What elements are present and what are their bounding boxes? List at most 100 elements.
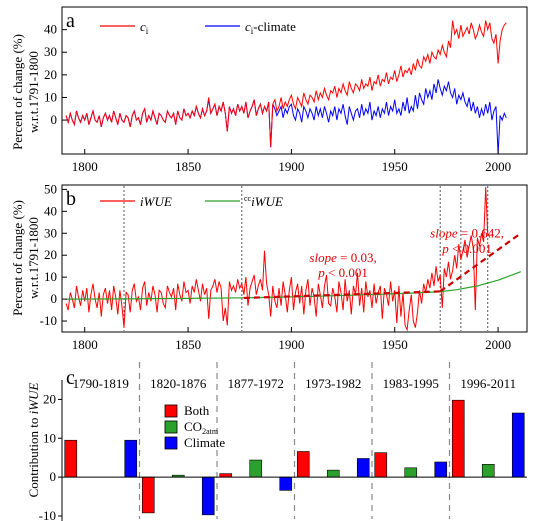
p-value-label: p < 0.001 <box>317 265 368 280</box>
y-tick-label: 30 <box>44 225 57 240</box>
panel-a: a Percent of change (%) w.r.t.1791-1800 … <box>10 6 528 174</box>
y-tick-label: 0 <box>51 291 58 306</box>
period-dividers <box>138 362 451 519</box>
x-tick-label: 1900 <box>278 159 304 174</box>
legend-label-climate: Climate <box>184 435 225 450</box>
y-axis-label-line2: w.r.t.1791-1800 <box>26 51 41 133</box>
x-tick-label: 2000 <box>485 337 511 352</box>
panel-b: b Percent of change (%) w.r.t.1791-1800 … <box>10 181 528 352</box>
series-line-iwue <box>65 187 491 332</box>
panel-label: b <box>66 188 76 210</box>
bar <box>201 476 215 516</box>
period-labels: 1790-1819 1820-1876 1877-1972 1973-1982 1983… <box>73 376 517 391</box>
period-label: 1877-1972 <box>228 376 284 391</box>
legend: iWUE cciWUE <box>100 194 283 209</box>
y-ticks: 0 10 20 30 40 <box>44 22 67 127</box>
legend-swatch-both <box>164 404 178 418</box>
breakpoint-lines <box>123 186 489 331</box>
legend-swatch-climate <box>164 436 178 450</box>
slope-label: slope = 0.642, <box>430 226 504 241</box>
x-tick-label: 1950 <box>382 159 408 174</box>
legend-label-iwue: iWUE <box>140 194 172 209</box>
bar <box>219 473 233 478</box>
bar <box>296 451 310 478</box>
bar <box>141 476 155 514</box>
period-label: 1820-1876 <box>150 376 207 391</box>
period-label: 1973-1982 <box>305 376 361 391</box>
legend-label-ci: ci <box>140 19 149 36</box>
p-value: < 0.001 <box>325 265 368 280</box>
p-symbol: p <box>317 265 325 280</box>
trend-line <box>243 290 441 300</box>
plot-series <box>65 187 522 332</box>
period-label: 1996-2011 <box>460 376 516 391</box>
panel-label: a <box>66 10 75 32</box>
bar <box>511 412 525 478</box>
x-tick-label: 1950 <box>382 337 408 352</box>
slope-value: = 0.642, <box>458 226 504 241</box>
x-tick-label: 1800 <box>72 337 98 352</box>
x-tick-label: 2000 <box>485 159 511 174</box>
y-tick-label: 30 <box>44 44 57 59</box>
legend-label-both: Both <box>184 403 210 418</box>
plot-frame <box>61 184 528 333</box>
slope-label: slope = 0.03, <box>309 250 376 265</box>
y-tick-label: -10 <box>40 313 57 328</box>
p-value-label: p < 0.001 <box>441 241 492 256</box>
x-tick-label: 1800 <box>72 159 98 174</box>
y-tick-label: 20 <box>44 247 57 262</box>
y-tick-label: 0 <box>50 469 57 484</box>
x-tick-label: 1900 <box>278 337 304 352</box>
y-tick-label: 10 <box>44 89 57 104</box>
y-axis-label-line1: Percent of change (%) <box>10 200 25 316</box>
trend-line <box>439 232 522 293</box>
panel-c: c Contribution to iWUE 1790-1819 1820-187… <box>26 362 527 521</box>
bar <box>404 467 418 478</box>
y-axis-label: Contribution to iWUE <box>26 383 41 498</box>
x-tick-label: 1850 <box>175 159 201 174</box>
y-tick-label: 20 <box>43 391 56 406</box>
bar <box>249 459 263 478</box>
bar <box>326 469 340 478</box>
bar <box>374 452 388 478</box>
y-tick-label: 10 <box>43 430 56 445</box>
y-tick-label: 10 <box>44 269 57 284</box>
x-tick-label: 1850 <box>175 337 201 352</box>
y-ticks: -10 0 10 20 30 40 50 <box>40 181 67 328</box>
bar <box>64 439 78 478</box>
bar <box>356 458 370 478</box>
trend-lines <box>243 232 522 300</box>
slope-value: = 0.03, <box>337 250 377 265</box>
panel-label: c <box>66 367 75 389</box>
legend-label-cc-iwue: cciWUE <box>244 194 283 209</box>
y-axis-label-line2: w.r.t.1791-1800 <box>26 217 41 299</box>
x-ticks: 1800 1850 1900 1950 2000 <box>72 149 511 174</box>
series-line-ci <box>65 20 507 148</box>
bar <box>124 439 138 478</box>
bar <box>279 476 293 491</box>
legend: Both CO2atm Climate <box>164 403 225 450</box>
legend-label-co2: CO2atm <box>184 419 219 436</box>
p-symbol: p <box>441 241 449 256</box>
y-tick-label: 20 <box>44 67 57 82</box>
plot-series <box>65 20 507 155</box>
y-tick-label: 40 <box>44 22 57 37</box>
bars <box>64 399 525 516</box>
x-ticks: 1800 1850 1900 1950 2000 <box>72 327 511 352</box>
y-tick-label: -10 <box>39 508 56 521</box>
legend: ci ci-climate <box>100 19 296 36</box>
p-value: < 0.001 <box>449 241 492 256</box>
legend-swatch-co2 <box>164 420 178 434</box>
y-tick-label: 40 <box>44 203 57 218</box>
plot-frame <box>61 6 528 155</box>
period-label: 1983-1995 <box>383 376 439 391</box>
period-label: 1790-1819 <box>73 376 129 391</box>
y-tick-label: 50 <box>44 181 57 196</box>
y-tick-label: 0 <box>51 112 58 127</box>
slope-word: slope <box>430 226 458 241</box>
bar <box>451 399 465 478</box>
bar <box>434 461 448 478</box>
slope-word: slope <box>309 250 337 265</box>
